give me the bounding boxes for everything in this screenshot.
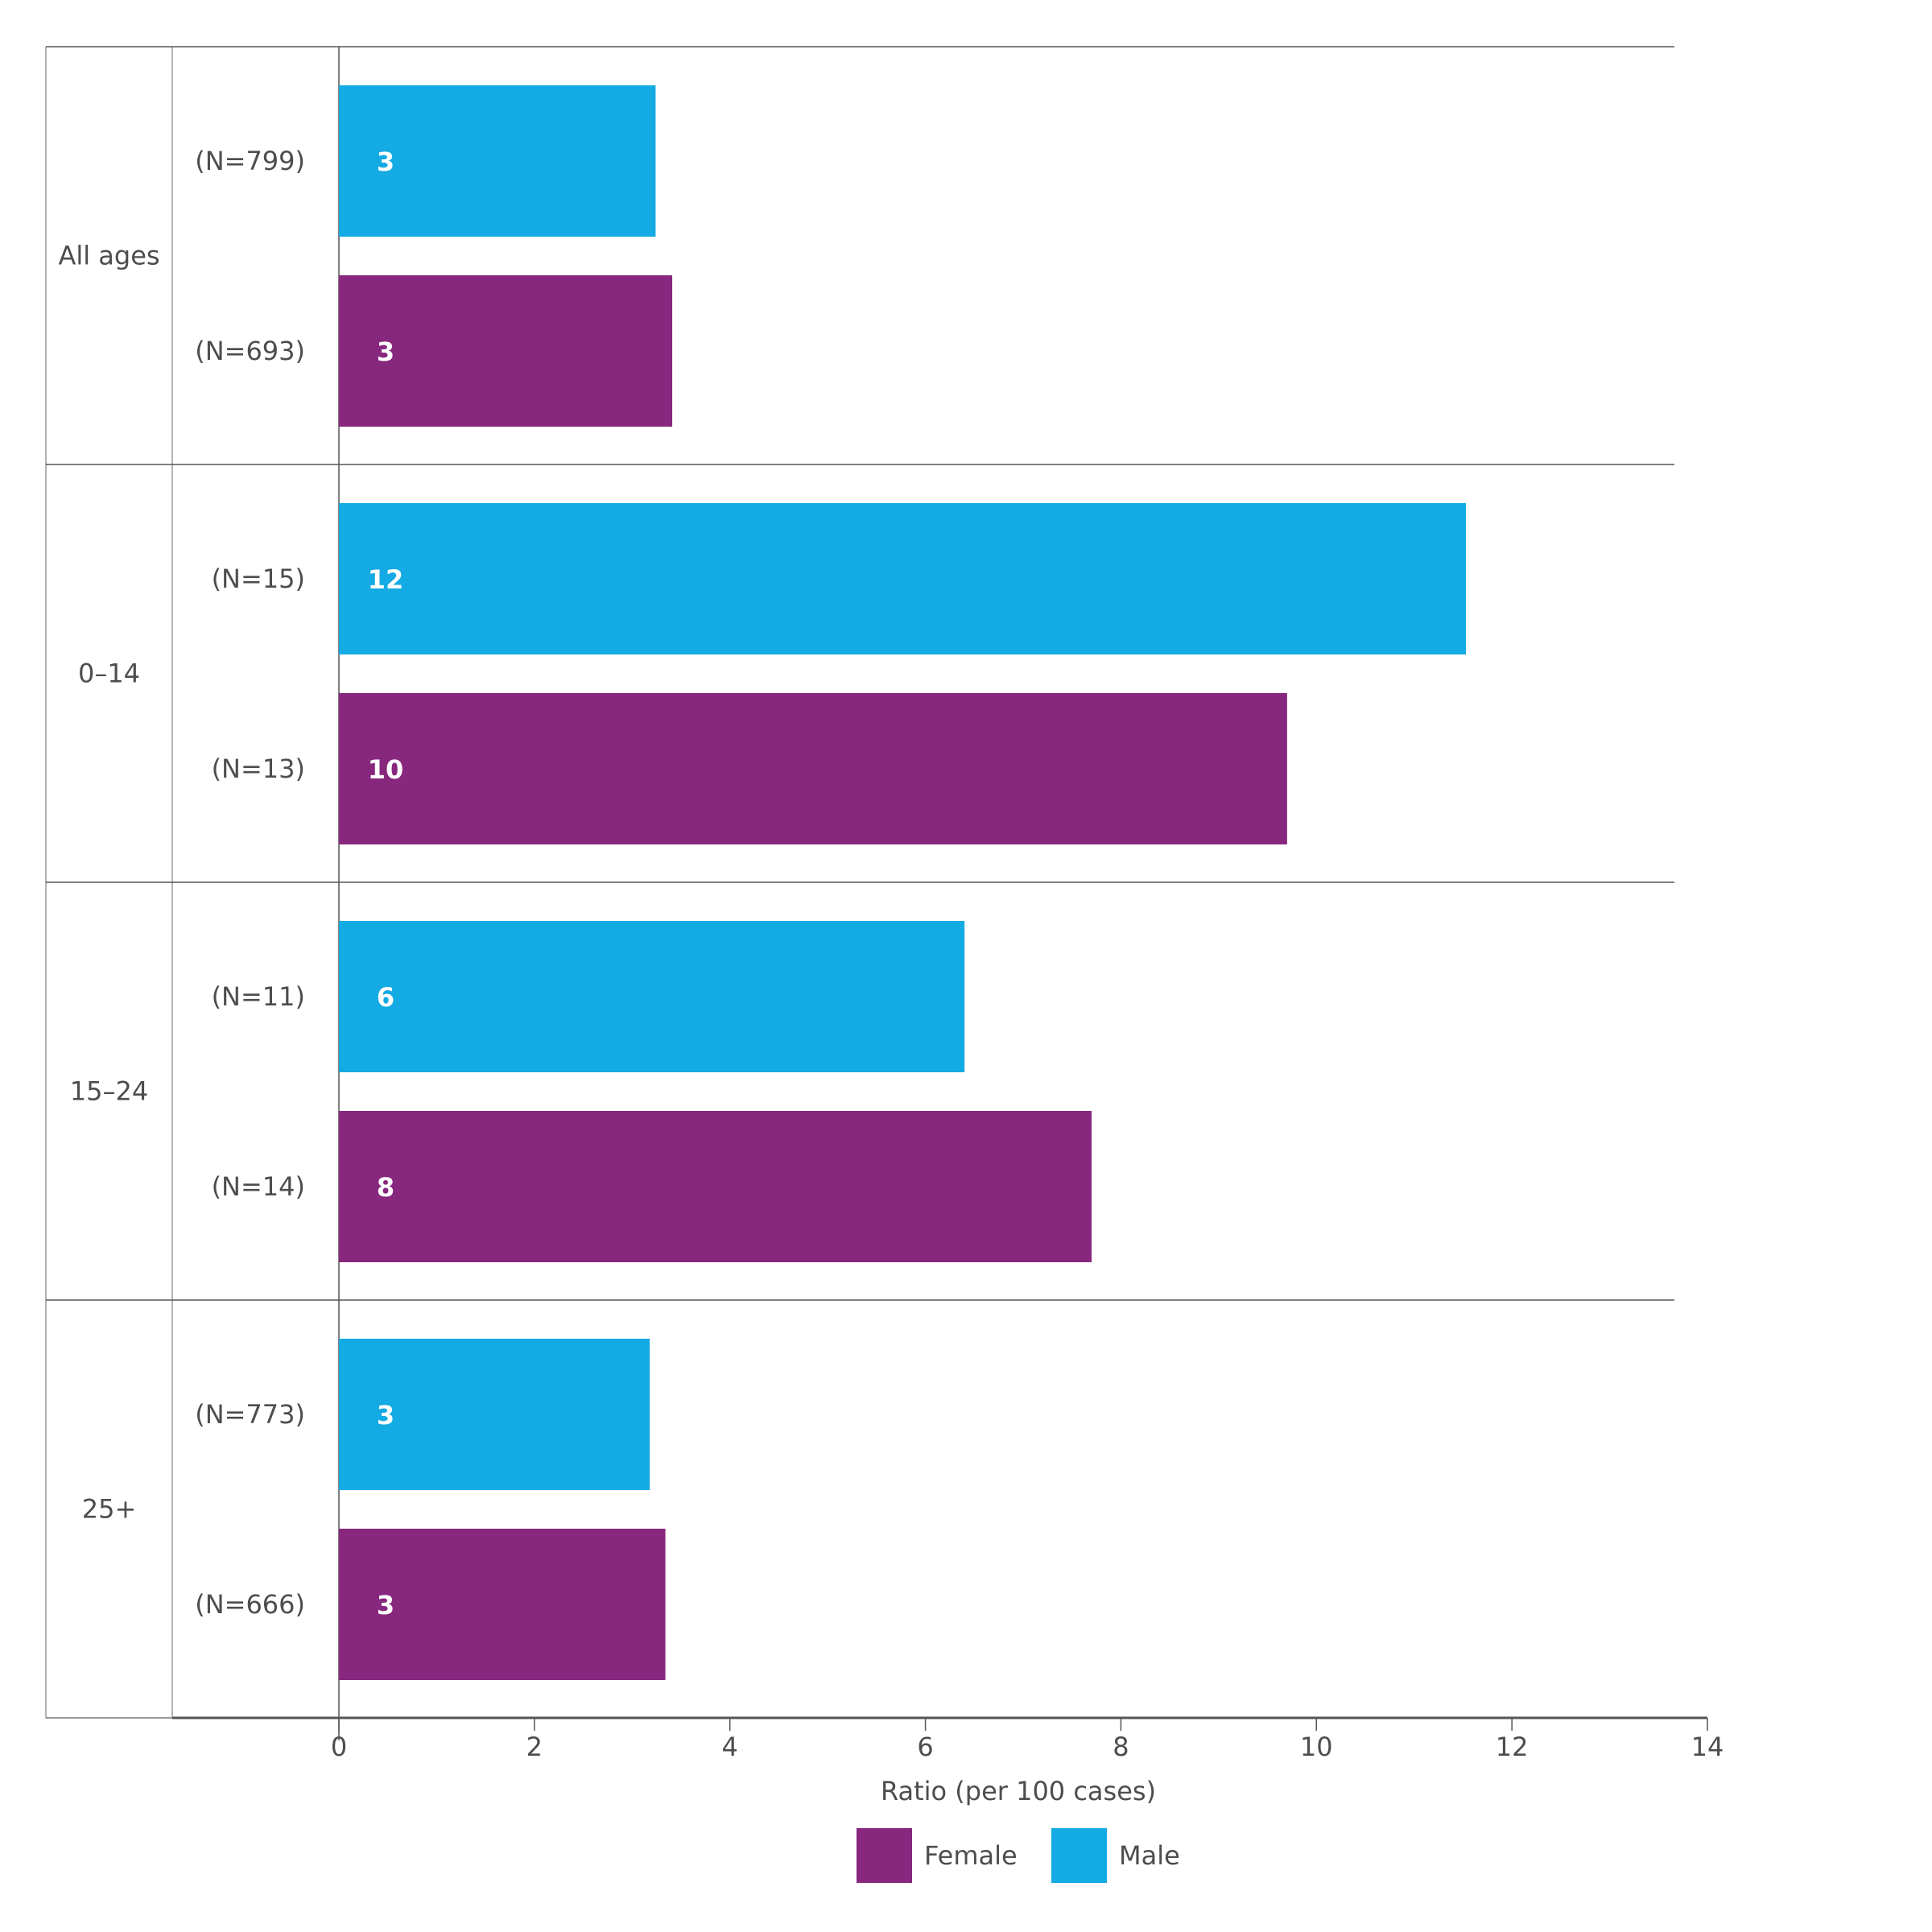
bar-data-label: 8 [377,1172,394,1203]
bar-data-label: 3 [377,1400,394,1430]
x-tick-label: 4 [722,1732,738,1762]
sample-size-label: (N=693) [195,336,305,366]
sample-size-label: (N=773) [195,1399,305,1430]
bar-data-label: 6 [377,982,394,1013]
sample-size-label: (N=14) [212,1171,305,1202]
bar-male [339,1339,650,1490]
x-tick-label: 2 [526,1732,543,1762]
sample-size-label: (N=11) [212,981,305,1012]
bar-data-label: 3 [377,1590,394,1620]
bar-male [339,85,656,237]
legend-swatch-female [857,1828,912,1883]
bar-data-label: 12 [368,564,404,595]
bar-female [339,275,673,427]
group-label: 15–24 [70,1076,148,1107]
x-axis-title: Ratio (per 100 cases) [881,1776,1156,1806]
x-tick-label: 12 [1496,1732,1529,1762]
bar-data-label: 3 [377,336,394,367]
group-label: All ages [58,241,159,271]
bar-female [339,1111,1092,1262]
x-tick-label: 0 [331,1732,347,1762]
legend-label: Female [924,1840,1018,1871]
bar-data-label: 10 [368,754,404,785]
sample-size-label: (N=799) [195,146,305,176]
sample-size-label: (N=15) [212,564,305,594]
x-tick-label: 6 [917,1732,933,1762]
bar-male [339,921,965,1072]
bar-female [339,693,1287,844]
bar-data-label: 3 [377,147,394,177]
legend-label: Male [1119,1840,1180,1871]
x-tick-label: 8 [1113,1732,1129,1762]
x-tick-label: 14 [1691,1732,1724,1762]
sample-size-label: (N=666) [195,1589,305,1620]
sample-size-label: (N=13) [212,753,305,784]
x-tick-label: 10 [1300,1732,1333,1762]
group-label: 25+ [82,1494,137,1525]
legend-swatch-male [1051,1828,1107,1883]
bar-male [339,503,1467,654]
bar-female [339,1529,666,1680]
group-label: 0–14 [78,658,140,689]
